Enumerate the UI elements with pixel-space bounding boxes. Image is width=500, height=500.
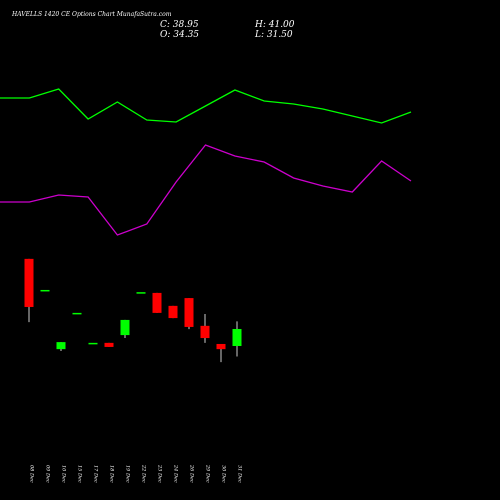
candle-body [168, 305, 178, 319]
x-tick-label: 09 Dec [45, 465, 51, 483]
candle-body [152, 292, 162, 313]
candle-body [40, 289, 50, 292]
candle-body [200, 325, 210, 339]
x-tick-label: 29 Dec [205, 464, 211, 483]
candle-body [88, 342, 98, 345]
x-tick-label: 22 Dec [141, 464, 147, 483]
candle-body [56, 342, 66, 350]
candle-body [104, 342, 114, 347]
x-tick-label: 24 Dec [173, 464, 179, 483]
candle-body [136, 292, 146, 294]
x-tick-label: 18 Dec [109, 465, 115, 483]
x-tick-label: 15 Dec [77, 465, 83, 483]
x-tick-label: 26 Dec [189, 464, 195, 483]
candle-body [216, 343, 226, 350]
x-tick-label: 08 Dec [29, 465, 35, 483]
chart-title: HAVELLS 1420 CE Options Chart MunafaSutr… [11, 11, 172, 18]
high-label: H: 41.00 [254, 20, 295, 30]
candle-body [120, 319, 130, 336]
open-label: O: 34.35 [160, 30, 199, 40]
x-tick-label: 30 Dec [221, 465, 227, 483]
x-tick-label: 31 Dec [237, 465, 243, 483]
x-tick-label: 19 Dec [125, 465, 131, 483]
x-tick-label: 10 Dec [61, 465, 67, 483]
candle-body [232, 328, 242, 347]
candle-body [184, 298, 194, 327]
x-tick-label: 23 Dec [157, 464, 163, 483]
x-tick-label: 17 Dec [93, 465, 99, 483]
close-label: C: 38.95 [160, 20, 199, 30]
candle-body [72, 312, 82, 315]
candle-body [24, 258, 34, 307]
line-series [0, 88, 412, 124]
line-series [0, 144, 412, 236]
low-label: L: 31.50 [254, 30, 293, 40]
